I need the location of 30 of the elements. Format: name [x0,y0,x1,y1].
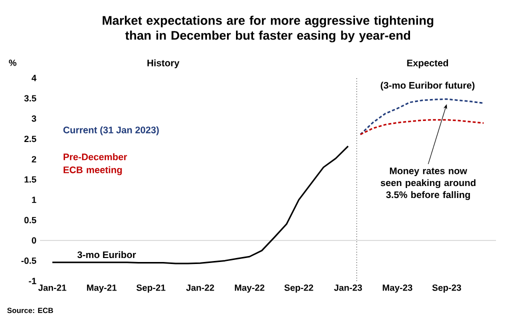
annotation: (3-mo Euribor future) [380,82,474,91]
x-tick-label: May-23 [382,284,412,293]
y-tick-label: -0.5 [21,258,36,264]
y-tick-label: 0.5 [24,216,36,224]
y-tick-label: 3 [32,115,36,122]
x-tick-label: May-22 [234,284,264,293]
y-tick-label: 2 [32,156,36,162]
x-tick-label: Sep-21 [136,284,166,293]
y-tick-label: 2.5 [24,136,36,142]
x-tick-label: Jan-21 [38,284,66,291]
chart-title: Market expectations are for more aggressive tightening than in December but faster easing by year-end [102,16,434,42]
line-series [360,98,484,136]
x-tick-label: May-21 [87,284,117,293]
y-tick-label: -1 [28,278,36,284]
x-tick-label: Sep-22 [284,284,314,293]
text: Current (31 Jan 2023) [63,126,159,136]
x-tick-label: Jan-22 [186,284,214,291]
annotation: Money rates now seen peaking around 3.5% before falling [380,168,476,200]
text: Pre-December ECB meeting [64,153,128,176]
x-tick-label: Jan-23 [334,284,362,291]
text: History [147,59,180,68]
y-tick-label: 0 [32,237,36,244]
x-tick-label: Sep-23 [432,284,462,293]
series-label: 3-mo Euribor [77,251,136,258]
y-tick-label: 1.5 [24,176,36,183]
y-tick-label: 3.5 [24,95,36,102]
text: Expected [407,59,448,68]
y-tick-label: 4 [32,74,36,82]
y-tick-label: 1 [32,196,36,203]
y-axis-title: % [8,60,16,66]
